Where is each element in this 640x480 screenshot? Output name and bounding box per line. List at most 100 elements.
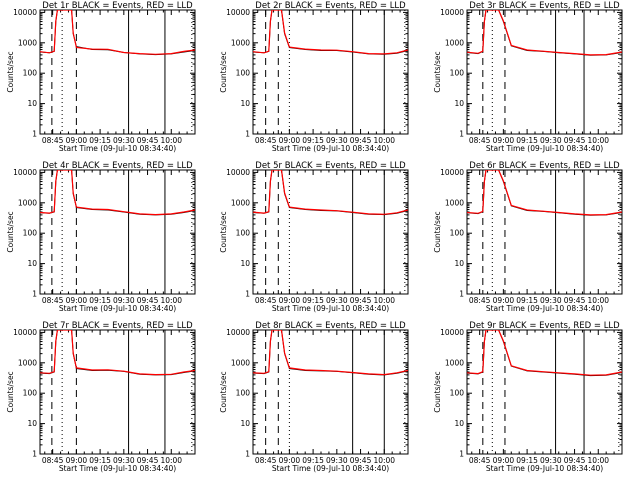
x-tick-label: 09:45 xyxy=(350,456,372,465)
x-tick-label: 08:45 xyxy=(42,296,64,305)
chart-title: Det 8r BLACK = Events, RED = LLD xyxy=(255,321,406,331)
y-tick-label: 10 xyxy=(27,419,37,428)
y-tick-label: 10 xyxy=(454,99,464,108)
y-tick-label: 1 xyxy=(32,290,37,299)
series-events-line xyxy=(467,10,622,56)
x-tick-label: 09:30 xyxy=(326,136,348,145)
x-tick-label: 10:00 xyxy=(160,296,182,305)
y-tick-label: 1 xyxy=(245,450,250,459)
x-tick-label: 09:00 xyxy=(493,296,515,305)
x-tick-label: 08:45 xyxy=(42,456,64,465)
chart-panel-7: 1 10 100 1000 10000 08:45 09:00 09:15 09:30 09:45… xyxy=(6,321,196,473)
series-events-line xyxy=(467,170,622,216)
plot-frame xyxy=(466,329,623,455)
y-tick-label: 10000 xyxy=(440,168,464,177)
y-tick-label: 10000 xyxy=(13,328,37,337)
chart-title: Det 1r BLACK = Events, RED = LLD xyxy=(42,1,193,11)
y-tick-label: 1000 xyxy=(445,198,464,207)
x-tick-label: 09:30 xyxy=(113,296,135,305)
y-tick-label: 1 xyxy=(459,130,464,139)
chart-panel-2: 1 10 100 1000 10000 08:45 09:00 09:15 09:30 09:45… xyxy=(219,1,409,153)
x-tick-label: 08:45 xyxy=(255,136,277,145)
chart-panel-6: 1 10 100 1000 10000 08:45 09:00 09:15 09:30 09:45… xyxy=(433,161,623,313)
x-axis-label: Start Time (09-Jul-10 08:34:40) xyxy=(486,464,603,473)
y-tick-label: 1000 xyxy=(445,358,464,367)
series-lld-line xyxy=(253,330,408,376)
x-tick-label: 09:00 xyxy=(493,456,515,465)
y-tick-label: 1000 xyxy=(231,38,250,47)
x-axis-label: Start Time (09-Jul-10 08:34:40) xyxy=(59,304,176,313)
x-tick-label: 10:00 xyxy=(160,456,182,465)
y-tick-label: 1000 xyxy=(18,38,37,47)
y-tick-label: 10000 xyxy=(440,8,464,17)
y-axis-label: Counts/sec xyxy=(219,371,228,412)
y-tick-label: 10 xyxy=(27,259,37,268)
chart-title: Det 4r BLACK = Events, RED = LLD xyxy=(42,161,193,171)
x-tick-label: 09:15 xyxy=(89,136,111,145)
y-tick-label: 1 xyxy=(32,450,37,459)
series-events-line xyxy=(467,330,622,377)
chart-panel-3: 1 10 100 1000 10000 08:45 09:00 09:15 09:30 09:45… xyxy=(433,1,623,153)
y-tick-label: 10 xyxy=(454,259,464,268)
y-tick-label: 10000 xyxy=(440,328,464,337)
y-tick-label: 100 xyxy=(236,229,251,238)
y-tick-label: 1000 xyxy=(445,38,464,47)
x-axis-label: Start Time (09-Jul-10 08:34:40) xyxy=(59,144,176,153)
series-lld-line xyxy=(40,170,195,216)
y-axis-label: Counts/sec xyxy=(433,51,442,92)
x-tick-label: 10:00 xyxy=(587,296,609,305)
x-tick-label: 09:15 xyxy=(302,136,324,145)
x-tick-label: 09:00 xyxy=(66,136,88,145)
x-tick-label: 10:00 xyxy=(587,456,609,465)
chart-panel-5: 1 10 100 1000 10000 08:45 09:00 09:15 09:30 09:45… xyxy=(219,161,409,313)
x-tick-label: 08:45 xyxy=(469,456,491,465)
plot-frame xyxy=(252,9,409,135)
x-axis-label: Start Time (09-Jul-10 08:34:40) xyxy=(486,144,603,153)
y-tick-label: 10 xyxy=(240,99,250,108)
y-tick-label: 10000 xyxy=(226,328,250,337)
y-tick-label: 1 xyxy=(245,130,250,139)
x-tick-label: 08:45 xyxy=(42,136,64,145)
x-tick-label: 09:30 xyxy=(540,456,562,465)
y-tick-label: 1000 xyxy=(231,358,250,367)
y-tick-label: 10 xyxy=(240,259,250,268)
x-tick-label: 08:45 xyxy=(469,136,491,145)
series-lld-line xyxy=(40,330,195,376)
x-tick-label: 09:30 xyxy=(326,296,348,305)
series-lld-line xyxy=(253,170,408,215)
plot-data-area xyxy=(253,10,408,134)
x-axis-label: Start Time (09-Jul-10 08:34:40) xyxy=(59,464,176,473)
x-tick-label: 10:00 xyxy=(587,136,609,145)
x-tick-label: 10:00 xyxy=(373,136,395,145)
chart-panel-1: 1 10 100 1000 10000 08:45 09:00 09:15 09:30 09:45… xyxy=(6,1,196,153)
y-tick-label: 10 xyxy=(240,419,250,428)
plot-frame xyxy=(39,169,196,295)
x-tick-label: 09:45 xyxy=(350,296,372,305)
y-tick-label: 1 xyxy=(459,290,464,299)
series-events-line xyxy=(40,330,195,376)
chart-panel-4: 1 10 100 1000 10000 08:45 09:00 09:15 09:30 09:45… xyxy=(6,161,196,313)
x-tick-label: 09:15 xyxy=(89,456,111,465)
x-tick-label: 09:15 xyxy=(516,456,538,465)
y-tick-label: 10000 xyxy=(226,168,250,177)
y-axis-label: Counts/sec xyxy=(6,371,15,412)
y-axis-label: Counts/sec xyxy=(433,371,442,412)
x-tick-label: 09:30 xyxy=(540,136,562,145)
x-tick-label: 09:30 xyxy=(540,296,562,305)
plot-data-area xyxy=(467,330,622,454)
x-tick-label: 09:15 xyxy=(89,296,111,305)
x-axis-label: Start Time (09-Jul-10 08:34:40) xyxy=(272,464,389,473)
y-tick-label: 1000 xyxy=(18,198,37,207)
y-tick-label: 1 xyxy=(459,450,464,459)
x-tick-label: 09:45 xyxy=(137,136,159,145)
plot-data-area xyxy=(253,330,408,454)
y-tick-label: 100 xyxy=(450,389,465,398)
y-tick-label: 100 xyxy=(236,69,251,78)
chart-title: Det 9r BLACK = Events, RED = LLD xyxy=(469,321,620,331)
plot-frame xyxy=(39,329,196,455)
y-tick-label: 100 xyxy=(23,229,38,238)
plot-data-area xyxy=(40,330,195,454)
x-tick-label: 08:45 xyxy=(255,296,277,305)
chart-panel-8: 1 10 100 1000 10000 08:45 09:00 09:15 09:30 09:45… xyxy=(219,321,409,473)
